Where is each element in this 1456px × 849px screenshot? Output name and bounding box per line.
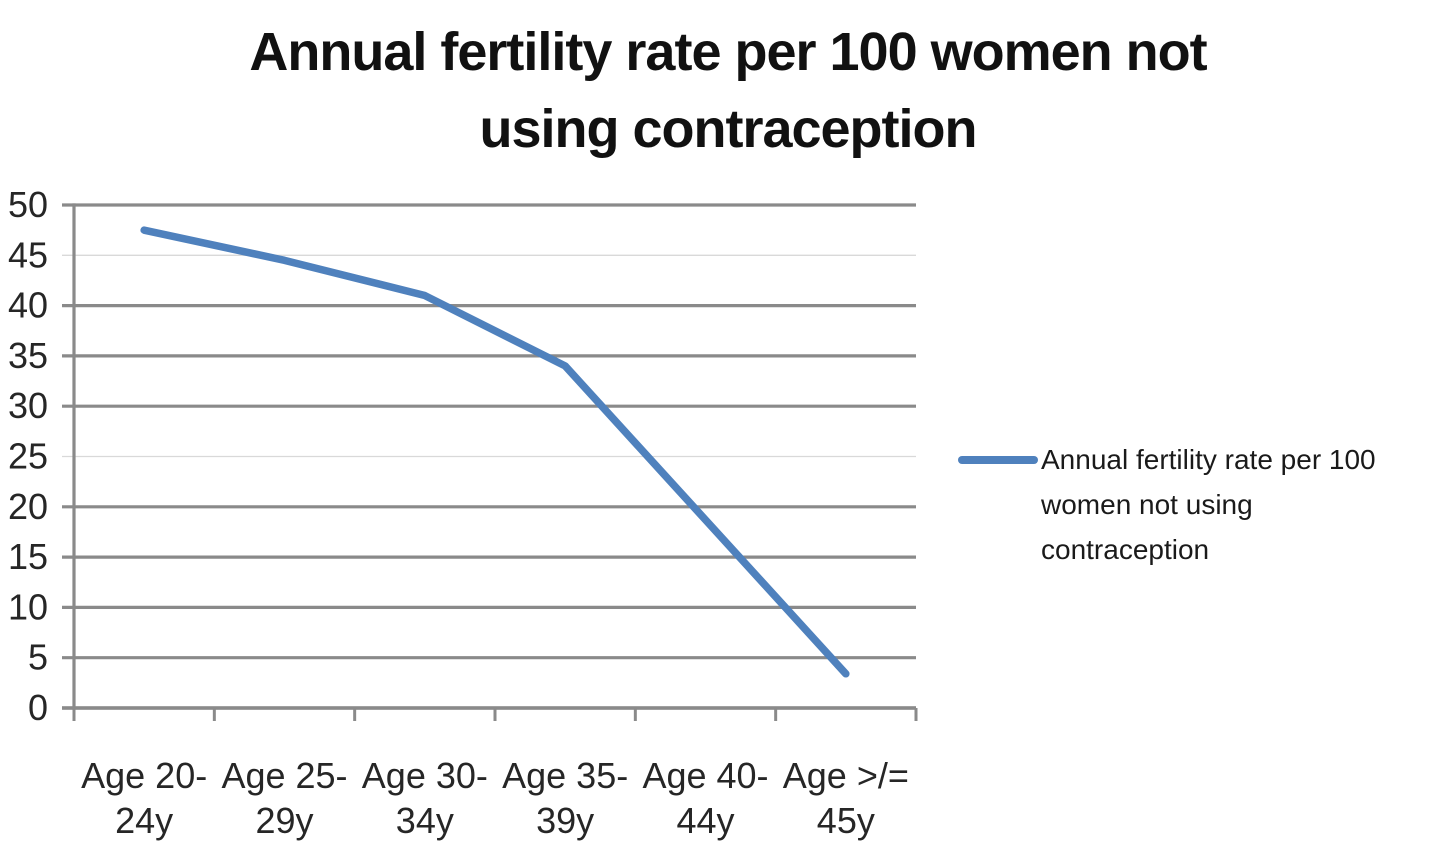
y-axis-tick-label: 20 [8,486,48,527]
data-series-line [140,226,850,678]
chart-title-line1: Annual fertility rate per 100 women not [249,22,1207,82]
x-axis-tick-label-line2: 45y [817,800,875,841]
x-axis-tick-label-line2: 39y [536,800,594,841]
y-axis-tick-label: 50 [8,184,48,225]
x-axis-tick-label-line1: Age 30- [362,755,488,796]
y-axis-tick-label: 25 [8,436,48,477]
y-axis-tick-label: 40 [8,285,48,326]
y-axis-tick-label: 30 [8,385,48,426]
x-axis-tick-label-line2: 44y [676,800,734,841]
chart-title: Annual fertility rate per 100 women not … [0,14,1456,168]
x-axis-tick-label-line2: 29y [255,800,313,841]
chart-title-line2: using contraception [479,99,977,159]
legend-label-line1: Annual fertility rate per 100 [1041,444,1376,475]
y-axis-tick-label: 5 [28,637,48,678]
x-axis-tick-label-line1: Age 35- [502,755,628,796]
x-axis-tick-label-line2: 24y [115,800,173,841]
x-axis-tick-label-line1: Age 20- [81,755,207,796]
x-axis-tick-label-line1: Age >/= [783,755,909,796]
y-axis-tick-label: 10 [8,586,48,627]
legend-label-line3: contraception [1041,534,1210,565]
legend: Annual fertility rate per 100 women not … [958,437,1450,572]
x-axis-tick-label-line2: 34y [396,800,454,841]
legend-label: Annual fertility rate per 100 women not … [1041,437,1376,572]
y-axis-tick-label: 45 [8,234,48,275]
x-axis-tick-label-line1: Age 25- [221,755,347,796]
y-axis-tick-label: 35 [8,335,48,376]
y-axis-tick-label: 15 [8,536,48,577]
x-axis-tick-label-line1: Age 40- [642,755,768,796]
legend-line-swatch [958,456,1038,464]
y-axis-tick-label: 0 [28,687,48,728]
legend-label-line2: women not using [1041,489,1253,520]
